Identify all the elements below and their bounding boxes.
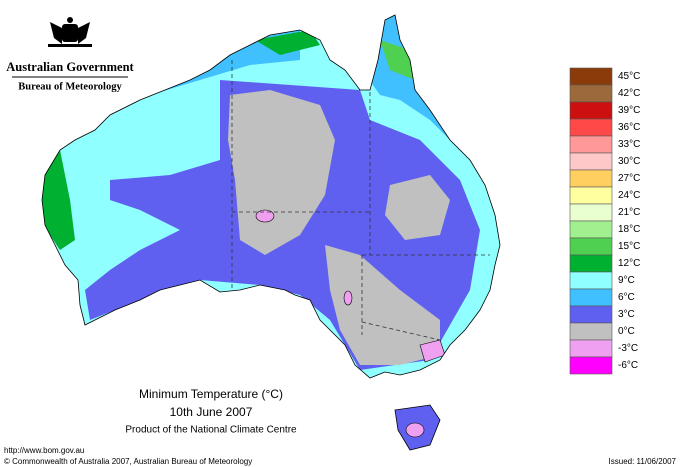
legend-label: 36°C bbox=[618, 122, 640, 133]
legend-swatch bbox=[569, 67, 613, 86]
emblem bbox=[48, 17, 92, 47]
legend-label: -6°C bbox=[618, 360, 638, 371]
legend-swatch bbox=[569, 237, 613, 256]
bureau: Bureau of Meteorology bbox=[18, 81, 122, 92]
legend-swatch bbox=[569, 101, 613, 120]
legend-swatch bbox=[569, 203, 613, 222]
legend-swatch bbox=[569, 339, 613, 358]
issued: Issued: 11/06/2007 bbox=[609, 457, 677, 466]
map-product: Product of the National Climate Centre bbox=[125, 425, 297, 436]
government: Australian Government bbox=[6, 60, 134, 74]
legend-label: 0°C bbox=[618, 326, 635, 337]
legend-swatch bbox=[569, 271, 613, 290]
state-borders bbox=[231, 60, 490, 341]
legend-swatch bbox=[569, 135, 613, 154]
legend-swatch bbox=[569, 288, 613, 307]
legend: 45°C 42°C 39°C 36°C 33°C 30°C 27°C 24°C 21°C 18°C… bbox=[569, 67, 640, 375]
legend-label: 9°C bbox=[618, 275, 635, 286]
legend-label: 33°C bbox=[618, 139, 640, 150]
tasmania bbox=[394, 404, 441, 451]
legend-label: 39°C bbox=[618, 105, 640, 116]
coastline bbox=[41, 14, 501, 379]
legend-label: 24°C bbox=[618, 190, 640, 201]
legend-swatch bbox=[569, 322, 613, 341]
legend-label: 30°C bbox=[618, 156, 640, 167]
legend-swatch bbox=[569, 254, 613, 273]
legend-label: 6°C bbox=[618, 292, 635, 303]
legend-swatch bbox=[569, 305, 613, 324]
url: http://www.bom.gov.au bbox=[4, 446, 84, 455]
legend-label: -3°C bbox=[618, 343, 638, 354]
legend-label: 45°C bbox=[618, 71, 640, 82]
legend-label: 15°C bbox=[618, 241, 640, 252]
map-title: Minimum Temperature (°C) bbox=[139, 387, 283, 401]
legend-label: 27°C bbox=[618, 173, 640, 184]
legend-label: 18°C bbox=[618, 224, 640, 235]
legend-swatch bbox=[569, 152, 613, 171]
legend-swatch bbox=[569, 84, 613, 103]
legend-swatch bbox=[569, 169, 613, 188]
legend-swatch bbox=[569, 118, 613, 137]
legend-swatch bbox=[569, 186, 613, 205]
legend-label: 21°C bbox=[618, 207, 640, 218]
legend-label: 3°C bbox=[618, 309, 635, 320]
legend-swatch bbox=[569, 356, 613, 375]
legend-label: 12°C bbox=[618, 258, 640, 269]
map-date: 10th June 2007 bbox=[170, 405, 253, 419]
copyright: © Commonwealth of Australia 2007, Austra… bbox=[4, 457, 252, 466]
legend-label: 42°C bbox=[618, 88, 640, 99]
legend-swatch bbox=[569, 220, 613, 239]
